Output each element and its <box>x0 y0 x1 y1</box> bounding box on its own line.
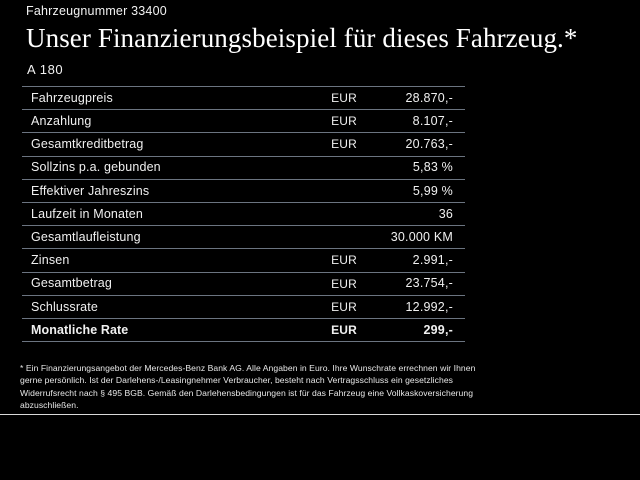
footer-divider <box>0 414 640 415</box>
page-title: Unser Finanzierungsbeispiel für dieses F… <box>26 23 578 53</box>
row-value: 30.000 KM <box>357 225 465 249</box>
financing-table: Fahrzeugpreis EUR 28.870,- Anzahlung EUR… <box>22 85 465 343</box>
row-currency: EUR <box>311 294 357 319</box>
row-value: 28.870,- <box>357 85 465 110</box>
row-label: Schlussrate <box>22 294 311 319</box>
table-row-monthly-rate: Monatliche Rate EUR 299,- <box>22 317 465 343</box>
row-value: 5,99 % <box>357 178 465 203</box>
row-label: Zinsen <box>22 248 311 272</box>
financing-table-body: Fahrzeugpreis EUR 28.870,- Anzahlung EUR… <box>22 85 465 343</box>
vehicle-number: Fahrzeugnummer 33400 <box>26 4 167 18</box>
row-currency: EUR <box>311 317 357 343</box>
row-label: Effektiver Jahreszins <box>22 178 311 203</box>
vehicle-model: A 180 <box>27 62 64 77</box>
table-row: Gesamtlaufleistung 30.000 KM <box>22 225 465 249</box>
row-currency <box>311 201 357 226</box>
row-currency: EUR <box>311 132 357 157</box>
table-row: Zinsen EUR 2.991,- <box>22 248 465 272</box>
row-label: Anzahlung <box>22 109 311 133</box>
row-value: 23.754,- <box>357 271 465 296</box>
legal-footnote: * Ein Finanzierungsangebot der Mercedes-… <box>20 363 476 411</box>
table-row: Laufzeit in Monaten 36 <box>22 201 465 226</box>
row-currency: EUR <box>311 248 357 272</box>
row-currency <box>311 178 357 203</box>
row-currency <box>311 225 357 249</box>
row-value: 299,- <box>357 317 465 343</box>
row-value: 36 <box>357 201 465 226</box>
table-row: Fahrzeugpreis EUR 28.870,- <box>22 85 465 110</box>
table-row: Effektiver Jahreszins 5,99 % <box>22 178 465 203</box>
row-label: Monatliche Rate <box>22 317 311 343</box>
row-currency <box>311 155 357 180</box>
row-currency: EUR <box>311 271 357 296</box>
table-row: Anzahlung EUR 8.107,- <box>22 109 465 133</box>
row-value: 8.107,- <box>357 109 465 133</box>
table-row: Gesamtbetrag EUR 23.754,- <box>22 271 465 296</box>
row-label: Gesamtkreditbetrag <box>22 132 311 157</box>
row-label: Laufzeit in Monaten <box>22 201 311 226</box>
row-value: 12.992,- <box>357 294 465 319</box>
row-label: Sollzins p.a. gebunden <box>22 155 311 180</box>
row-label: Fahrzeugpreis <box>22 85 311 110</box>
table-row: Schlussrate EUR 12.992,- <box>22 294 465 319</box>
row-currency: EUR <box>311 85 357 110</box>
row-value: 20.763,- <box>357 132 465 157</box>
row-currency: EUR <box>311 109 357 133</box>
row-label: Gesamtlaufleistung <box>22 225 311 249</box>
footer: MedeleSchäfer Menschen bewegen. Autohaus… <box>0 415 640 480</box>
row-value: 5,83 % <box>357 155 465 180</box>
table-row: Gesamtkreditbetrag EUR 20.763,- <box>22 132 465 157</box>
table-row: Sollzins p.a. gebunden 5,83 % <box>22 155 465 180</box>
row-value: 2.991,- <box>357 248 465 272</box>
row-label: Gesamtbetrag <box>22 271 311 296</box>
